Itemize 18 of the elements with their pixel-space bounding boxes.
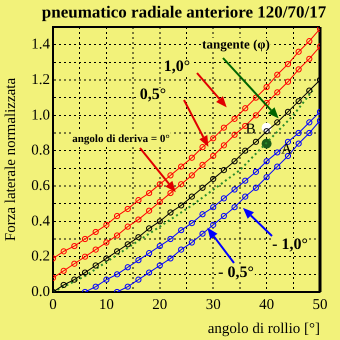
chart-title: pneumatico radiale anteriore 120/70/17: [42, 2, 327, 22]
x-tick-label: 10: [98, 296, 114, 313]
y-tick-label: 0.6: [31, 178, 50, 194]
x-tick-label: 40: [259, 296, 274, 313]
x-tick-label: 0: [49, 296, 57, 313]
y-axis-title: Forza laterale normalizzata: [2, 78, 19, 242]
y-tick-label: 1.2: [31, 72, 50, 88]
y-tick-label: 0.2: [31, 248, 50, 265]
y-tick-label: 1.4: [31, 36, 50, 53]
y-tick-label: 0.8: [31, 142, 50, 159]
y-tick-label: 1.0: [31, 107, 50, 124]
x-tick-label: 30: [206, 296, 221, 313]
annotation: - 0,5°: [218, 264, 254, 282]
y-tick-label: 0.4: [31, 213, 50, 230]
x-axis-title: angolo di rollio [°]: [208, 320, 320, 337]
x-tick-label: 20: [152, 296, 168, 313]
x-tick-label: 50: [312, 296, 328, 313]
y-tick-label: 0.0: [31, 284, 50, 300]
